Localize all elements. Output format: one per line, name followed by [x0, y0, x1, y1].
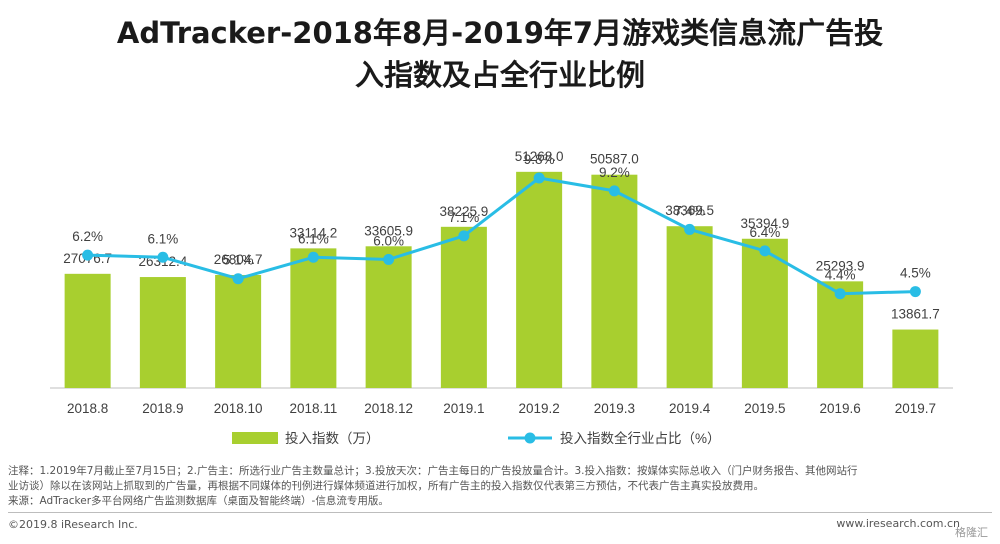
- bar-value-label: 33605.9: [364, 223, 413, 238]
- line-point: [383, 253, 395, 265]
- bar: [440, 226, 487, 388]
- bar: [139, 277, 186, 388]
- x-tick-label: 2018.12: [364, 401, 413, 416]
- bar-value-label: 38225.9: [439, 204, 488, 219]
- legend-line-marker: [524, 432, 536, 444]
- line-point: [82, 249, 94, 261]
- bar-value-label: 13861.7: [891, 307, 940, 322]
- watermark-text: 格隆汇: [955, 526, 988, 539]
- share-line: [87, 176, 916, 296]
- bar: [516, 171, 563, 388]
- x-tick-label: 2018.9: [142, 401, 183, 416]
- line-value-label: 7.1%: [448, 210, 479, 225]
- bar-value-label: 50587.0: [590, 152, 639, 167]
- chart-title-line2: 入指数及占全行业比例: [354, 58, 645, 92]
- bar-value-label: 38369.5: [665, 203, 714, 218]
- line-point: [759, 245, 771, 257]
- line-point: [157, 251, 169, 263]
- site-url: www.iresearch.com.cn: [836, 517, 960, 530]
- line-value-label: 6.1%: [147, 231, 178, 246]
- line-point: [608, 185, 620, 197]
- line-point: [232, 273, 244, 285]
- bar: [365, 246, 412, 388]
- line-value-label: 6.4%: [749, 225, 780, 240]
- x-tick-label: 2019.6: [819, 401, 860, 416]
- line-point: [458, 230, 470, 242]
- x-tick-label: 2019.3: [594, 401, 635, 416]
- x-tick-label: 2019.7: [895, 401, 936, 416]
- copyright-text: ©2019.8 iResearch Inc.: [8, 518, 138, 531]
- line-value-label: 7.4%: [674, 203, 705, 218]
- chart-title: AdTracker-2018年8月-2019年7月游戏类信息流广告投 入指数及占…: [0, 12, 1000, 96]
- line-point: [909, 286, 921, 298]
- notes-block: 注释：1.2019年7月截止至7月15日；2.广告主：所选行业广告主数量总计；3…: [8, 464, 993, 509]
- bar: [290, 248, 337, 388]
- bar-value-label: 35394.9: [740, 216, 789, 231]
- line-value-label: 5.1%: [223, 253, 254, 268]
- note-line-2: 业访谈）除以在该网站上抓取到的广告量，再根据不同媒体的刊例进行媒体频道进行加权，…: [8, 480, 764, 492]
- line-value-label: 4.5%: [900, 266, 931, 281]
- line-value-label: 6.0%: [373, 233, 404, 248]
- legend-line-label: 投入指数全行业占比（%）: [560, 430, 721, 446]
- bar: [741, 238, 788, 388]
- combo-chart: 27076.72018.826312.42018.926804.72018.10…: [50, 149, 953, 446]
- line-value-label: 6.1%: [298, 231, 329, 246]
- bar-value-label: 51268.0: [515, 149, 564, 164]
- x-tick-label: 2018.10: [214, 401, 263, 416]
- x-tick-label: 2019.4: [669, 401, 711, 416]
- x-tick-label: 2019.2: [518, 401, 559, 416]
- x-tick-label: 2019.1: [443, 401, 484, 416]
- legend-bar-swatch: [232, 432, 278, 444]
- line-value-label: 6.2%: [72, 229, 103, 244]
- bar: [215, 274, 262, 388]
- line-value-label: 4.4%: [825, 268, 856, 283]
- line-value-label: 9.2%: [599, 165, 630, 180]
- x-tick-label: 2018.8: [67, 401, 108, 416]
- legend-bar-label: 投入指数（万）: [285, 431, 380, 446]
- bar: [666, 226, 713, 388]
- line-value-label: 9.8%: [524, 152, 555, 167]
- line-point: [307, 251, 319, 263]
- x-tick-label: 2019.5: [744, 401, 785, 416]
- bar-value-label: 33114.2: [289, 225, 337, 240]
- chart-title-line1: AdTracker-2018年8月-2019年7月游戏类信息流广告投: [116, 16, 884, 50]
- bar-value-label: 26804.7: [214, 252, 263, 267]
- note-line-1: 注释：1.2019年7月截止至7月15日；2.广告主：所选行业广告主数量总计；3…: [8, 465, 858, 477]
- x-tick-label: 2018.11: [289, 401, 337, 416]
- line-point: [684, 223, 696, 235]
- note-line-3: 来源：AdTracker多平台网络广告监测数据库（桌面及智能终端）-信息流专用版…: [8, 495, 389, 507]
- bar-value-label: 25293.9: [816, 258, 865, 273]
- line-point: [533, 172, 545, 184]
- bar: [892, 329, 939, 388]
- bar: [591, 174, 638, 388]
- line-point: [834, 288, 846, 300]
- bar: [64, 273, 111, 388]
- footer-divider: [8, 512, 992, 513]
